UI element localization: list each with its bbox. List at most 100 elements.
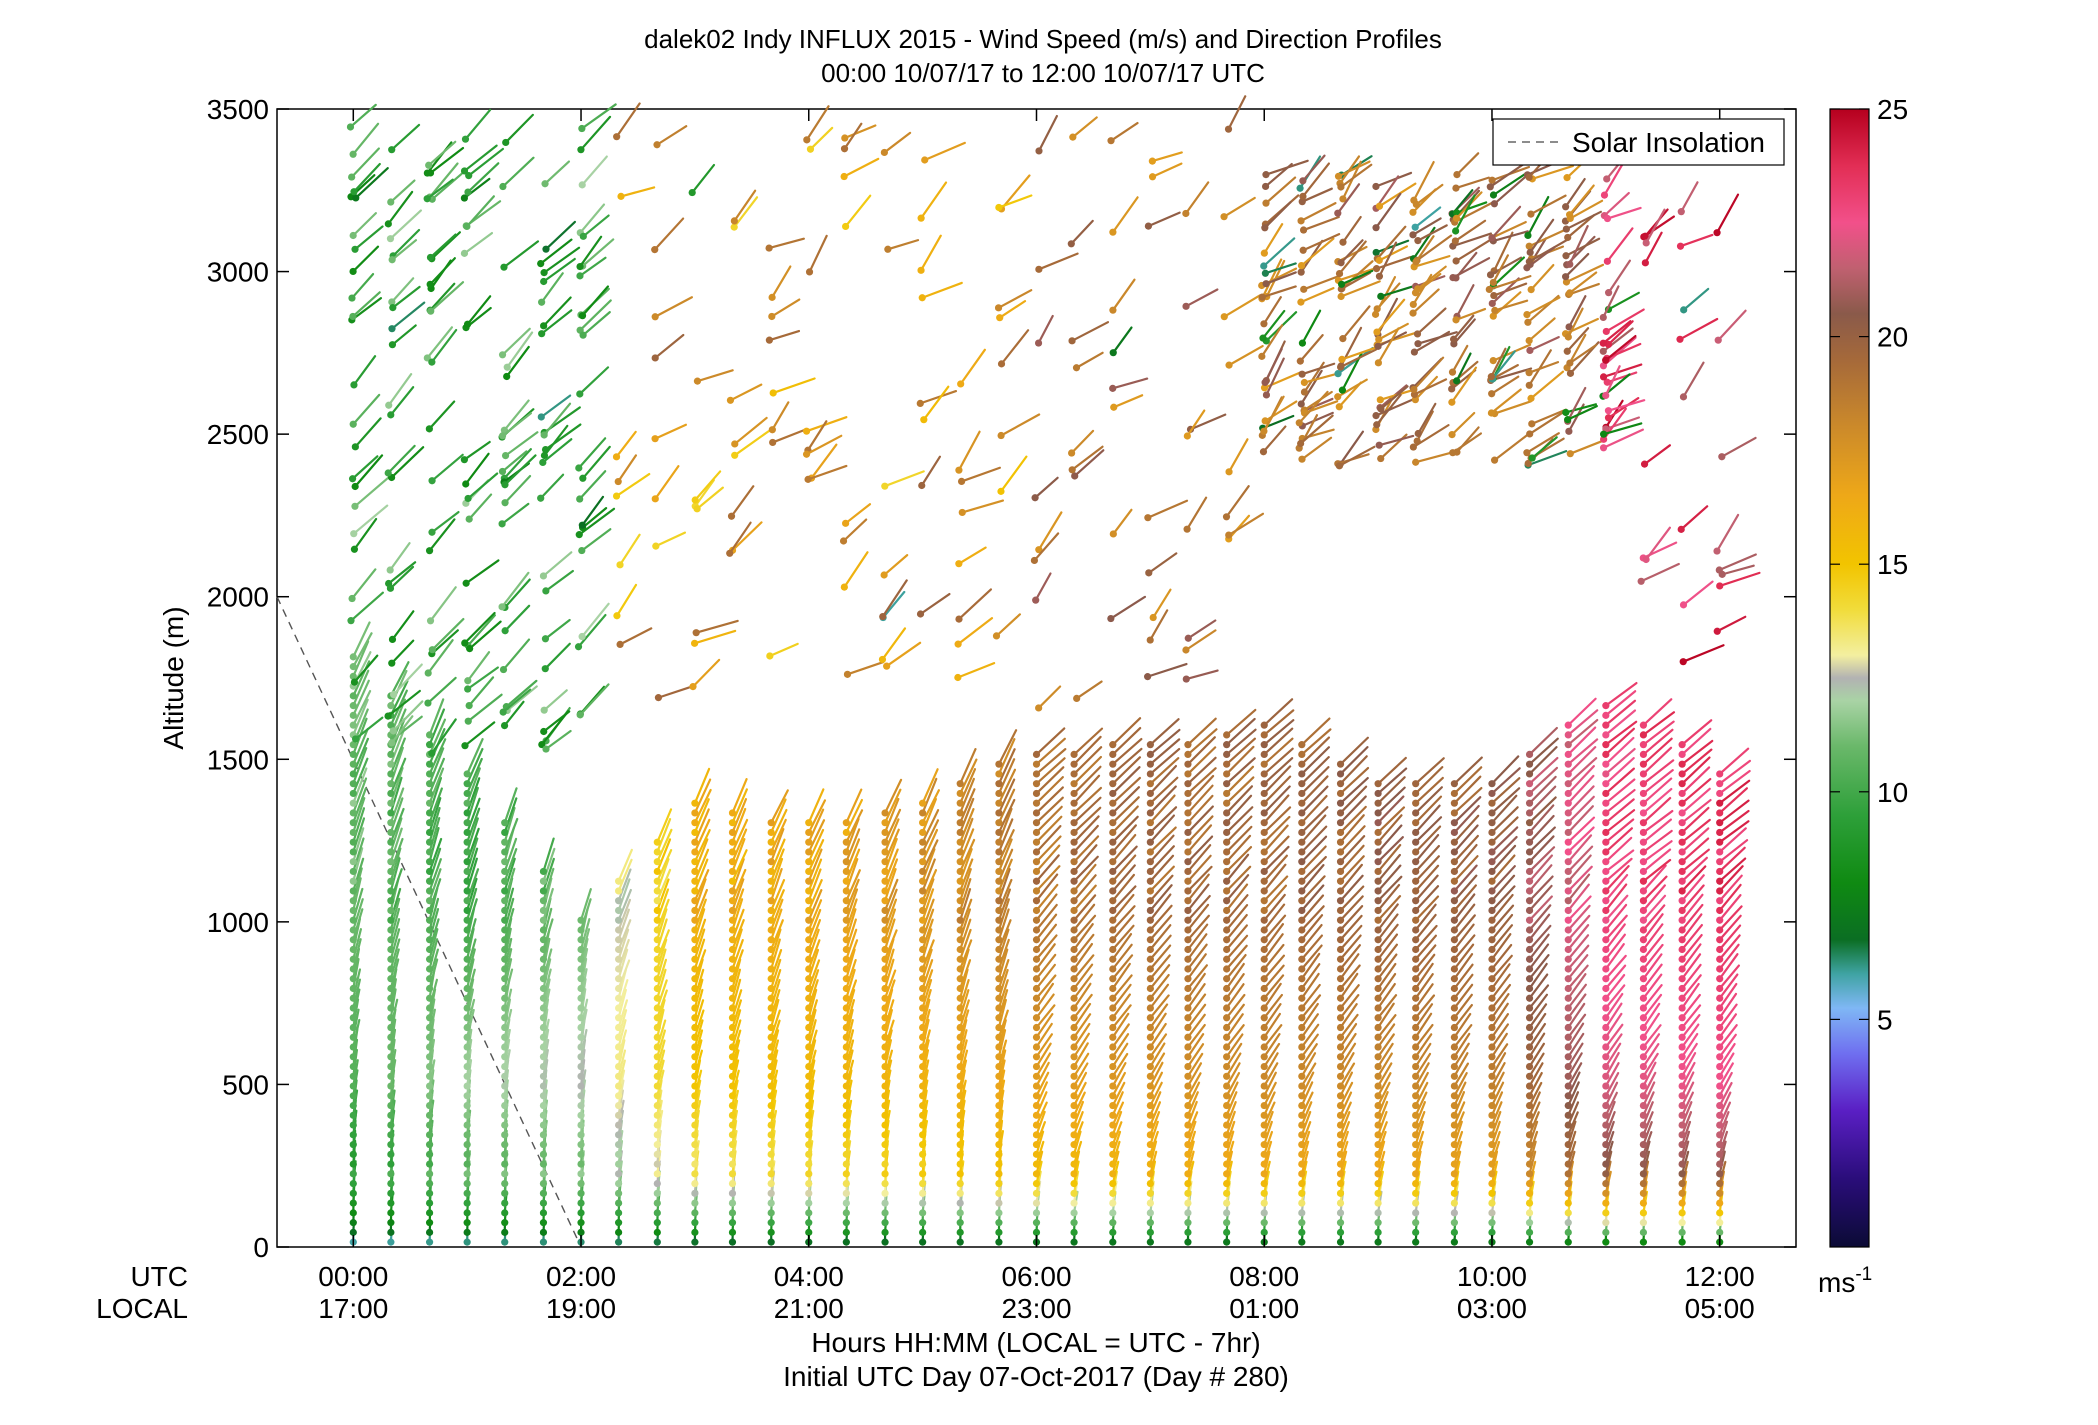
wind-barb-point — [1035, 265, 1043, 273]
wind-barb-stem — [428, 767, 445, 805]
wind-barb-stem — [1035, 737, 1066, 766]
wind-barb-point — [1525, 1228, 1534, 1236]
wind-barb-stem — [1453, 1003, 1473, 1029]
wind-barb-point — [842, 1121, 850, 1129]
wind-barb-point — [1371, 310, 1380, 318]
wind-barb-point — [1412, 1189, 1420, 1197]
wind-barb-stem — [807, 999, 818, 1029]
wind-barb-stem — [997, 1049, 1007, 1078]
wind-barb-stem — [1263, 893, 1286, 922]
wind-barb-point — [498, 520, 506, 528]
wind-barb-stem — [466, 918, 477, 951]
wind-barb-stem — [807, 1069, 816, 1097]
wind-barb-point — [1641, 232, 1649, 240]
wind-barb-point — [1450, 809, 1458, 817]
wind-barb-stem — [997, 829, 1015, 863]
wind-barb-stem — [1035, 727, 1066, 756]
wind-barb-stem — [1225, 757, 1256, 785]
wind-barb-point — [881, 1150, 889, 1158]
wind-barb-stem — [883, 999, 895, 1029]
wind-barb-point — [349, 231, 357, 240]
wind-barb-point — [463, 867, 471, 876]
wind-barb-point — [1488, 176, 1496, 184]
wind-barb-stem — [1186, 1033, 1205, 1058]
wind-barb-point — [728, 1170, 737, 1178]
wind-barb-point — [1184, 809, 1192, 817]
wind-barb-point — [1716, 994, 1724, 1002]
wind-barb-stem — [1151, 151, 1183, 163]
wind-barb-point — [1070, 1062, 1078, 1071]
wind-barb-stem — [1604, 984, 1626, 1010]
wind-barb-point — [501, 1033, 509, 1041]
wind-barb-point — [1525, 1209, 1534, 1217]
wind-barb-point — [957, 477, 966, 486]
wind-barb-stem — [428, 806, 441, 844]
wind-barb-stem — [807, 799, 827, 834]
wind-barb-point — [1566, 289, 1574, 297]
wind-barb-point — [1372, 248, 1380, 257]
wind-barb-point — [842, 1209, 850, 1217]
wind-barb-point — [1450, 1219, 1458, 1227]
wind-barb-point — [1374, 955, 1382, 963]
wind-barb-point — [1184, 789, 1192, 798]
wind-barb-stem — [1678, 317, 1719, 341]
wind-barb-point — [805, 926, 813, 934]
wind-barb-point — [425, 1140, 434, 1149]
wind-barb-point — [1336, 1033, 1345, 1041]
wind-barb-point — [1223, 1199, 1231, 1207]
wind-barb-stem — [352, 978, 362, 1010]
wind-barb-stem — [503, 867, 516, 902]
wind-barb-stem — [1302, 233, 1341, 252]
wind-barb-stem — [466, 887, 478, 922]
wind-barb-stem — [1186, 774, 1215, 805]
wind-barb-point — [1564, 955, 1572, 963]
wind-barb-stem — [1149, 994, 1170, 1019]
wind-barb-stem — [506, 685, 538, 712]
wind-barb-point — [1409, 208, 1417, 216]
wind-barb-stem — [1339, 1091, 1353, 1117]
wind-barb-stem — [1642, 1131, 1653, 1156]
wind-barb-point — [1336, 819, 1345, 827]
wind-barb-stem — [428, 708, 446, 746]
wind-barb-stem — [544, 220, 577, 251]
wind-barb-point — [1678, 1160, 1686, 1168]
wind-barb-point — [428, 528, 436, 536]
wind-barb-point — [1339, 238, 1347, 246]
wind-barb-stem — [845, 939, 859, 971]
wind-barb-stem — [1377, 767, 1408, 795]
wind-barb-point — [1451, 237, 1459, 245]
wind-barb-stem — [1414, 874, 1439, 902]
wind-barb-point — [917, 266, 925, 274]
wind-barb-stem — [959, 1059, 968, 1088]
wind-barb-stem — [1567, 924, 1590, 951]
wind-barb-point — [615, 1199, 623, 1207]
wind-barb-stem — [1035, 776, 1064, 805]
wind-barb-stem — [656, 1019, 667, 1049]
wind-barb-point — [501, 1189, 509, 1197]
wind-barb-stem — [1567, 1042, 1584, 1068]
wind-barb-point — [1032, 975, 1041, 983]
wind-barb-point — [1068, 449, 1076, 457]
wind-barb-stem — [1072, 1121, 1084, 1146]
wind-barb-point — [1032, 1209, 1041, 1217]
wind-barb-stem — [1490, 933, 1512, 961]
wind-barb-stem — [1035, 1061, 1050, 1088]
wind-barb-point — [728, 1199, 737, 1207]
wind-barb-stem — [352, 797, 366, 834]
wind-barb-point — [1334, 209, 1342, 217]
wind-barb-point — [1488, 1072, 1496, 1080]
wind-barb-point — [1146, 965, 1154, 973]
wind-barb-point — [956, 828, 964, 837]
wind-barb-point — [1109, 945, 1117, 954]
wind-barb-point — [424, 699, 432, 707]
wind-barb-stem — [1339, 1062, 1356, 1088]
wind-barb-point — [1639, 1004, 1648, 1012]
wind-barb-stem — [1715, 513, 1740, 553]
wind-barb-point — [1223, 838, 1231, 846]
wind-barb-stem — [1035, 903, 1058, 932]
wind-barb-point — [691, 828, 699, 837]
wind-barb-point — [1109, 936, 1117, 944]
wind-barb-point — [1336, 838, 1345, 846]
wind-barb-point — [539, 1072, 548, 1080]
wind-barb-point — [842, 838, 850, 846]
